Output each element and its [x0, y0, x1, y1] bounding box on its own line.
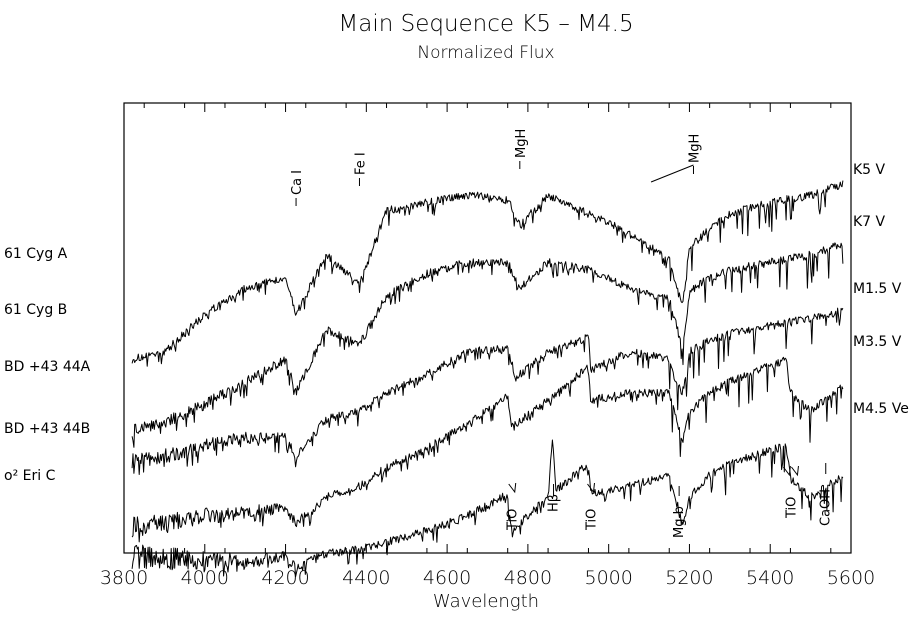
line-label-top: MgH: [687, 134, 702, 163]
line-label-bottom: TiO: [506, 509, 521, 531]
line-label-bottom: CaOH: [819, 489, 834, 526]
star-label-3: BD +43 44A: [4, 359, 91, 375]
line-label-bottom: Hβ: [547, 494, 562, 512]
star-label-1: 61 Cyg A: [4, 246, 68, 262]
star-label-2: 61 Cyg B: [4, 302, 67, 318]
spectrum-line-4: [131, 356, 844, 543]
x-tick-label: 3800: [100, 567, 148, 589]
x-tick-label: 4600: [423, 567, 471, 589]
spectral-type-label-5: M4.5 Ve: [853, 401, 909, 417]
plot-frame: [123, 102, 852, 554]
x-tick-label: 5400: [746, 567, 794, 589]
chart-subtitle: Normalized Flux: [417, 43, 554, 63]
spectral-type-label-4: M3.5 V: [853, 334, 902, 350]
line-label-top: Fe I: [353, 152, 368, 175]
x-tick-label: 4400: [342, 567, 390, 589]
spectra-series: [131, 180, 844, 578]
line-identifications: Ca I Fe I MgH MgH TiO Hβ TiO Mg b TiO CaOH: [290, 129, 834, 538]
chart-title: Main Sequence K5 – M4.5: [338, 11, 633, 37]
line-label-top: Ca I: [290, 170, 305, 195]
spectrum-line-2: [131, 242, 844, 448]
star-labels: 61 Cyg A 61 Cyg B BD +43 44A BD +43 44B ο² E…: [4, 246, 91, 484]
x-tick-label: 5200: [665, 567, 713, 589]
x-tick-label: 5600: [827, 567, 875, 589]
bandhead-wedge: [791, 465, 799, 477]
bandhead-wedge: [782, 465, 791, 477]
spectral-type-label-1: K5 V: [853, 162, 886, 178]
line-label-bottom: TiO: [584, 509, 599, 531]
x-tick-label: 5000: [584, 567, 632, 589]
x-tick-label: 4200: [261, 567, 309, 589]
bandhead-wedge: [508, 482, 517, 494]
star-label-5: ο² Eri C: [4, 468, 56, 484]
spectral-type-label-3: M1.5 V: [853, 281, 902, 297]
line-label-bottom: TiO: [784, 497, 799, 519]
x-axis-ticks: 3800 4000 4200 4400 4600 4800 5000 5200 5400 5600: [100, 103, 875, 589]
x-axis-label: Wavelength: [433, 591, 539, 612]
spectrum-line-3: [131, 307, 844, 475]
spectrum-line-5: [131, 439, 844, 578]
line-label-bottom: Mg b: [672, 506, 687, 538]
x-tick-label: 4000: [181, 567, 229, 589]
line-marker-leader: [650, 164, 694, 183]
spectral-type-labels: K5 V K7 V M1.5 V M3.5 V M4.5 Ve: [853, 162, 909, 417]
star-label-4: BD +43 44B: [4, 421, 90, 437]
x-tick-label: 4800: [504, 567, 552, 589]
spectrum-line-1: [131, 180, 844, 367]
spectral-type-label-2: K7 V: [853, 214, 886, 230]
line-label-top: MgH: [514, 129, 529, 158]
bandhead-wedge: [587, 482, 595, 494]
